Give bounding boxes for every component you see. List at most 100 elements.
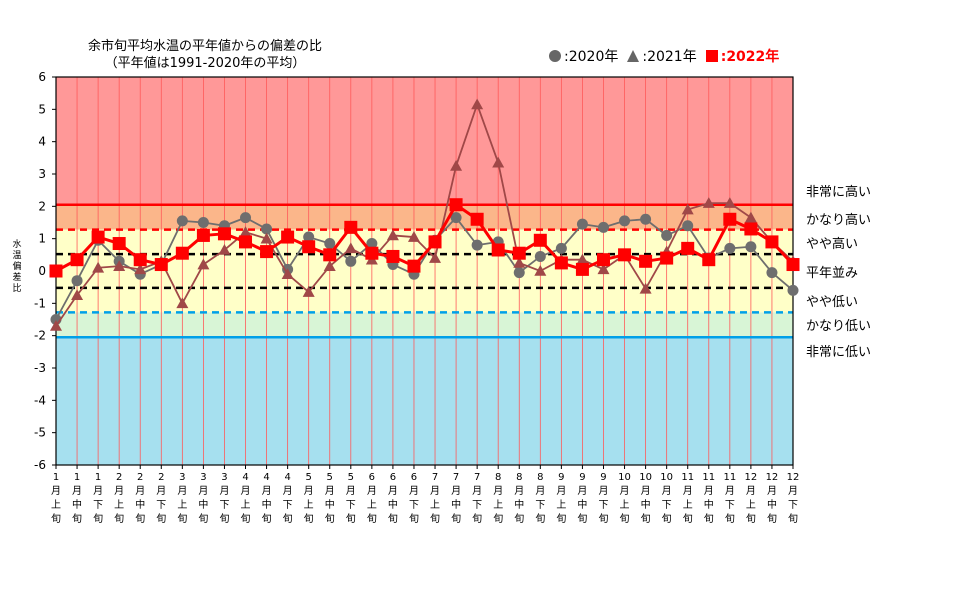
x-tick-label: 月 [746,485,756,497]
band-very-low [56,337,793,465]
zone-label: 非常に低い [806,345,872,361]
x-tick-label: 月 [535,485,545,497]
x-tick-label: 上 [620,499,630,511]
x-tick-label: 旬 [388,512,398,525]
zone-label: やや低い [806,295,859,311]
x-tick-label: 旬 [472,512,482,525]
x-tick-label: 中 [198,498,208,511]
y-tick-label: 3 [38,167,46,181]
point-2021年 [71,289,84,301]
point-2021年 [113,260,126,271]
point-2022年 [533,233,547,247]
x-tick-label: 月 [219,485,229,497]
x-tick-label: 下 [156,500,166,511]
y-tick-label: -2 [34,329,46,343]
x-tick-label: 旬 [283,512,293,525]
x-tick-label: 中 [704,498,714,511]
x-tick-label: 旬 [430,512,440,525]
x-tick-label: 8 [537,472,543,483]
x-tick-label: 月 [325,485,335,497]
point-2022年 [239,235,253,249]
point-2022年 [554,256,568,270]
x-tick-label: 旬 [177,512,187,525]
x-tick-label: 月 [72,485,82,497]
x-tick-label: 8 [495,472,501,483]
x-tick-label: 下 [598,500,608,511]
x-tick-label: 下 [346,500,356,511]
x-tick-label: 月 [346,485,356,497]
point-2022年 [260,245,274,259]
zone-label: かなり高い [806,212,872,228]
x-tick-label: 月 [788,485,798,497]
point-2021年 [302,286,315,297]
point-2022年 [175,246,189,260]
x-tick-label: 上 [367,499,377,511]
zone-label: 平年並み [806,266,859,281]
point-2020年 [661,229,673,241]
x-tick-label: 中 [577,498,587,511]
y-tick-label: 5 [38,102,46,116]
x-tick-label: 旬 [219,512,229,525]
x-tick-label: 旬 [641,512,651,525]
y-tick-label: 1 [38,232,46,246]
x-tick-label: 旬 [346,512,356,525]
legend-label-2021: :2021年 [642,49,697,65]
x-tick-label: 2 [137,472,143,483]
x-tick-label: 下 [662,500,672,511]
square-marker-icon [705,50,718,62]
x-tick-label: 上 [114,499,124,511]
x-tick-label: 月 [367,485,377,497]
series-line-2021年 [55,103,794,327]
x-tick-label: 2 [158,472,164,483]
x-tick-label: 月 [177,485,187,497]
x-tick-label: 11 [702,472,715,483]
point-2020年 [724,242,736,254]
point-2021年 [723,197,736,208]
x-tick-label: 中 [767,498,777,511]
y-tick-label: -3 [34,361,46,375]
x-tick-label: 旬 [704,512,714,525]
x-tick-label: 月 [156,485,166,497]
y-tick-label: 4 [38,135,46,149]
title-line2: （平年値は1991-2020年の平均） [104,56,306,71]
zone-label: 非常に高い [806,185,872,201]
x-tick-label: 旬 [156,512,166,525]
y-tick-label: -6 [34,458,46,472]
x-tick-label: 月 [93,485,103,497]
point-2020年 [197,217,209,228]
point-2021年 [92,261,105,273]
x-tick-label: 旬 [51,512,61,525]
point-2020年 [240,212,252,224]
x-tick-label: 9 [579,472,585,483]
point-2022年 [681,241,695,255]
point-2020年 [303,231,315,243]
x-tick-label: 旬 [367,512,377,525]
point-2022年 [196,228,210,242]
point-2021年 [323,260,336,271]
point-2021年 [218,243,231,255]
y-axis-ticks: -6 -5 -4 -3 -2 -1 0 1 2 3 4 5 6 [34,70,56,472]
x-tick-label: 月 [556,485,566,497]
x-tick-label: 下 [219,500,229,511]
point-2022年 [723,212,737,226]
point-2021年 [281,268,294,280]
x-tick-label: 1 [74,472,80,483]
point-2021年 [344,242,357,254]
x-tick-label: 月 [725,485,735,497]
x-tick-label: 中 [262,498,272,511]
x-tick-label: 4 [284,472,290,483]
point-2021年 [744,211,757,223]
triangle-marker-icon [627,50,640,62]
x-tick-label: 上 [556,499,566,511]
x-tick-label: 中 [514,498,524,511]
x-tick-label: 旬 [577,512,587,525]
point-2021年 [576,253,589,265]
x-tick-label: 3 [200,472,206,483]
x-tick-label: 下 [93,500,103,511]
point-2020年 [766,267,778,279]
x-tick-label: 月 [451,485,461,497]
x-tick-label: 月 [641,485,651,497]
y-tick-label: 2 [38,199,46,213]
x-tick-label: 旬 [304,512,314,525]
zone-label: やや高い [806,236,859,252]
